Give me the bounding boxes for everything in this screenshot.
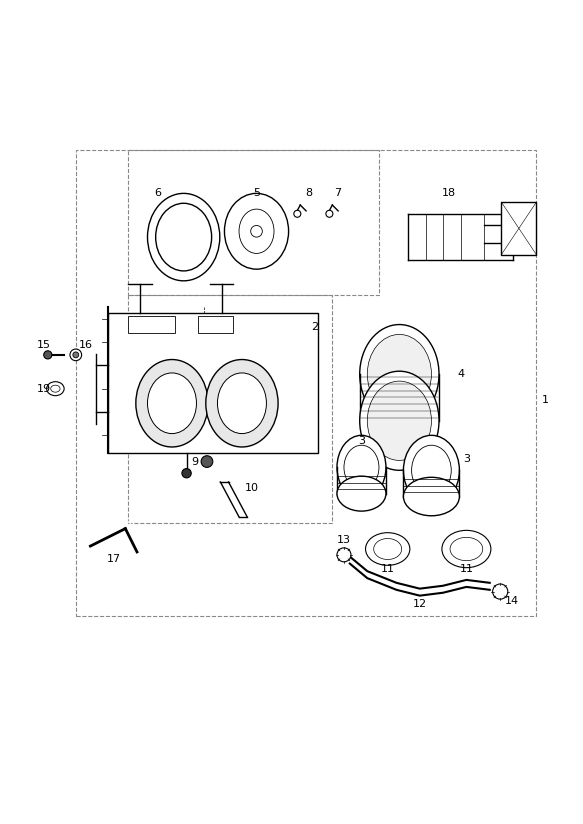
Ellipse shape (51, 385, 60, 392)
Ellipse shape (156, 204, 212, 271)
Ellipse shape (147, 373, 196, 433)
Ellipse shape (403, 435, 459, 505)
Circle shape (44, 351, 52, 359)
Text: 6: 6 (154, 189, 161, 199)
Ellipse shape (136, 359, 208, 447)
Ellipse shape (360, 325, 439, 424)
Text: 15: 15 (37, 340, 51, 350)
Bar (501, 202, 536, 255)
Text: 18: 18 (442, 189, 456, 199)
Text: 3: 3 (358, 436, 365, 446)
Circle shape (493, 584, 508, 599)
Ellipse shape (344, 445, 379, 489)
Text: 12: 12 (413, 599, 427, 610)
Ellipse shape (450, 537, 483, 560)
Ellipse shape (147, 194, 220, 281)
Ellipse shape (337, 435, 386, 499)
Bar (128, 316, 175, 333)
Text: 19: 19 (37, 384, 51, 394)
Ellipse shape (412, 445, 451, 495)
Bar (198, 316, 233, 333)
Ellipse shape (206, 359, 278, 447)
Circle shape (294, 210, 301, 218)
Circle shape (73, 352, 79, 358)
Ellipse shape (47, 382, 64, 396)
Ellipse shape (360, 371, 439, 471)
Text: 17: 17 (107, 555, 121, 564)
Ellipse shape (403, 477, 459, 516)
Ellipse shape (367, 335, 431, 414)
Circle shape (326, 210, 333, 218)
Circle shape (182, 469, 191, 478)
Text: 4: 4 (457, 369, 464, 379)
Ellipse shape (367, 382, 431, 461)
Text: 3: 3 (463, 454, 470, 464)
Text: 9: 9 (192, 456, 199, 466)
Text: 7: 7 (335, 189, 342, 199)
Ellipse shape (442, 531, 491, 568)
Bar (108, 313, 318, 453)
Text: 1: 1 (542, 396, 549, 405)
Text: 13: 13 (337, 536, 351, 545)
Circle shape (337, 548, 351, 562)
Ellipse shape (217, 373, 266, 433)
Text: 5: 5 (253, 189, 260, 199)
Circle shape (251, 226, 262, 237)
Ellipse shape (337, 476, 386, 511)
Text: 11: 11 (459, 564, 473, 574)
Text: 11: 11 (381, 564, 395, 574)
Circle shape (70, 349, 82, 361)
Text: 8: 8 (305, 189, 312, 199)
Circle shape (201, 456, 213, 467)
Ellipse shape (366, 532, 410, 565)
Ellipse shape (239, 209, 274, 254)
Text: 14: 14 (505, 597, 519, 606)
Ellipse shape (374, 539, 402, 559)
Text: 10: 10 (245, 483, 259, 493)
Text: 2: 2 (311, 322, 318, 332)
Text: 16: 16 (79, 340, 93, 350)
Ellipse shape (224, 194, 289, 269)
